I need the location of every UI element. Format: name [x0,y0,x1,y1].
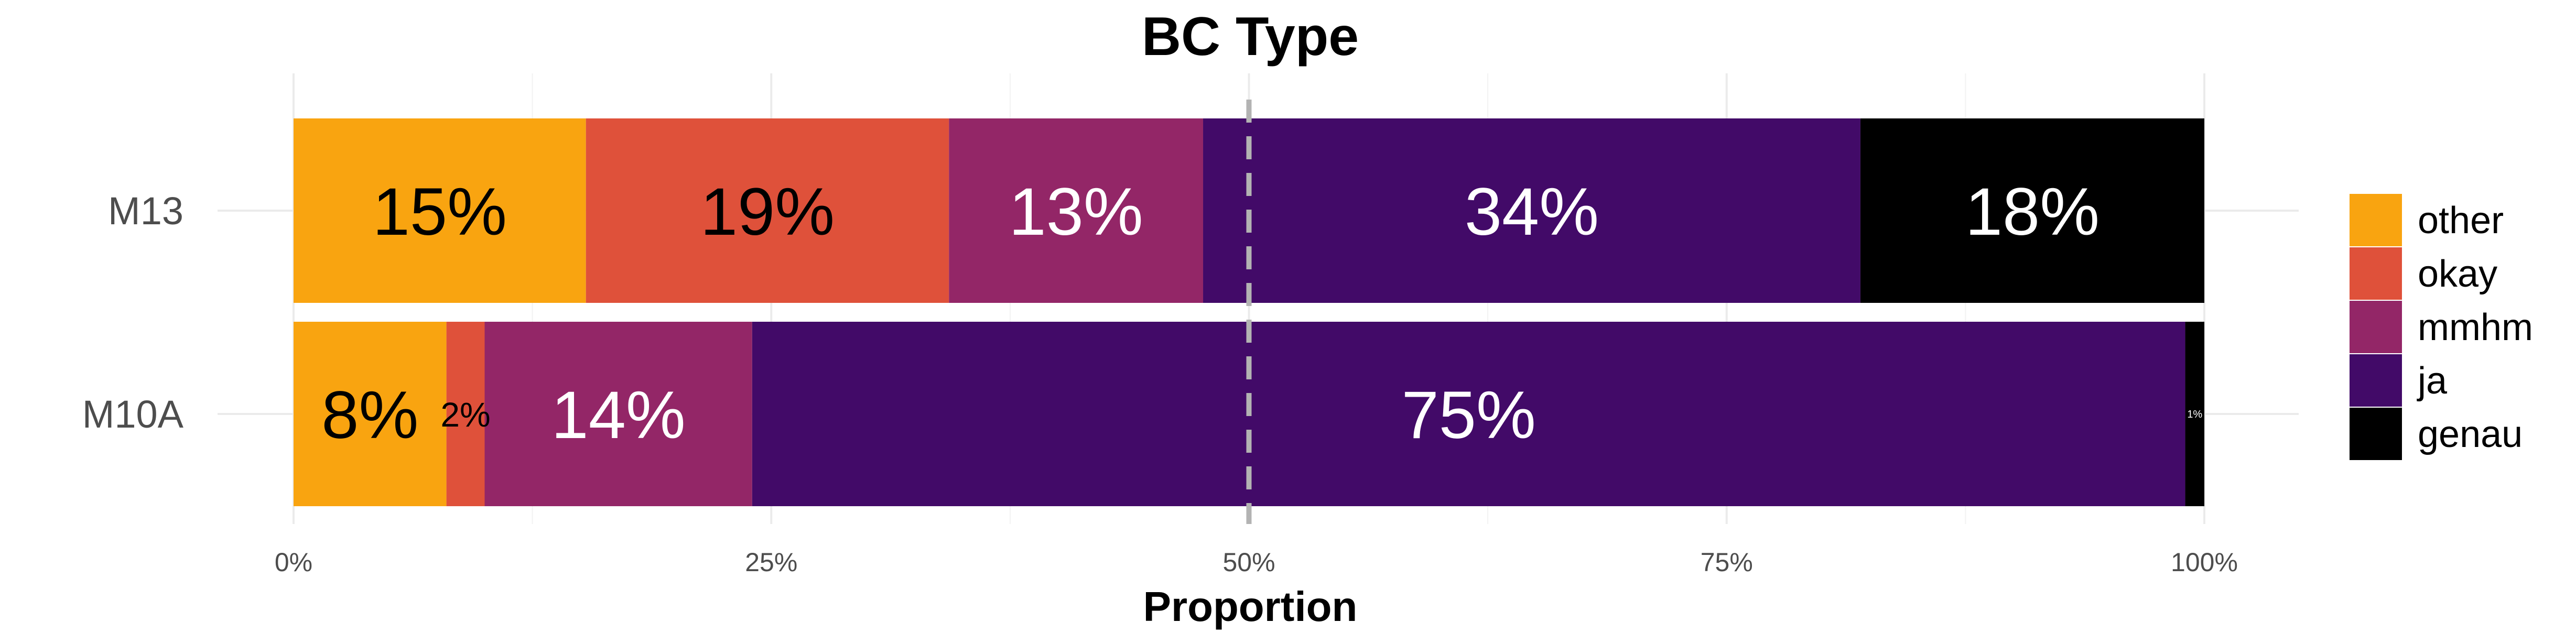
legend-key-mmhm [2350,301,2402,353]
data-label: 8% [321,378,418,453]
bar-mmhm-m13 [949,118,1204,303]
data-label: 75% [1402,378,1536,453]
x-tick-label: 75% [1701,548,1753,577]
bars: 15% 19% 13% 34% 18% 8% 2% 14% 75% 1% [294,118,2204,506]
bar-other-m13 [294,118,586,303]
x-axis-title: Proportion [1143,583,1358,630]
data-label: 14% [551,378,686,453]
chart-title: BC Type [1142,6,1359,67]
bar-ja-m13 [1203,118,1860,303]
data-label: 18% [1965,174,2099,249]
legend-key-other [2350,194,2402,246]
legend-label: other [2418,200,2504,242]
x-tick-label: 0% [275,548,312,577]
bar-genau-m13 [1860,118,2204,303]
legend-label: mmhm [2418,307,2533,348]
data-label: 1% [2187,409,2202,420]
legend-label: ja [2417,360,2448,402]
bar-other-m10a [294,322,447,506]
legend-label: genau [2418,413,2523,455]
legend-key-ja [2350,354,2402,407]
data-label: 19% [700,174,835,249]
legend-key-genau [2350,408,2402,460]
x-tick-label: 25% [745,548,797,577]
bar-okay-m10a [446,322,485,506]
axes: M13 M10A 0% 25% 50% 75% 100% [82,189,2238,577]
data-label: 15% [373,174,507,249]
data-label: 2% [440,395,490,434]
bar-genau-m10a [2185,322,2204,506]
data-label: 34% [1465,174,1599,249]
y-tick-label: M10A [82,392,184,436]
bar-okay-m13 [586,118,949,303]
x-tick-label: 100% [2171,548,2238,577]
legend-key-okay [2350,247,2402,300]
legend: other okay mmhm ja genau [2350,194,2533,460]
bar-mmhm-m10a [484,322,752,506]
y-tick-label: M13 [108,189,183,233]
legend-label: okay [2418,253,2497,295]
bar-ja-m10a [752,322,2185,506]
data-label: 13% [1009,174,1143,249]
x-tick-label: 50% [1222,548,1275,577]
